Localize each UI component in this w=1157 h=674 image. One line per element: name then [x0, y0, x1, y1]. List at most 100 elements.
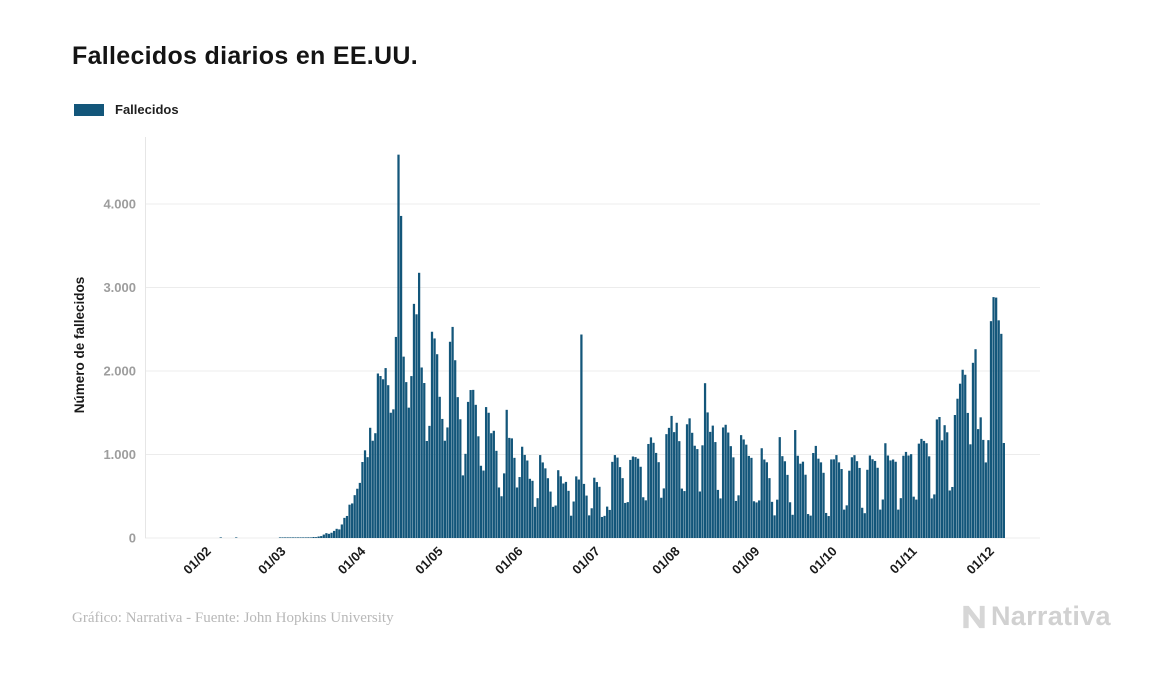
bar — [825, 512, 828, 538]
y-tick-label: 2.000 — [103, 364, 136, 379]
bar — [392, 409, 395, 538]
bar — [304, 537, 307, 538]
bar — [812, 453, 815, 538]
bar — [904, 451, 908, 538]
bar — [291, 537, 295, 538]
bar — [611, 461, 614, 538]
y-axis-title: Número de fallecidos — [72, 277, 87, 414]
bar — [809, 515, 812, 538]
x-tick-label: 01/07 — [569, 544, 603, 578]
bar — [745, 444, 748, 538]
bar — [966, 412, 969, 538]
bar — [845, 505, 848, 538]
bar — [827, 516, 830, 538]
bar — [894, 461, 897, 538]
bar — [855, 461, 859, 538]
bar — [631, 456, 635, 538]
bar — [626, 502, 629, 539]
bar — [685, 424, 689, 538]
bar — [642, 497, 645, 538]
bar — [696, 449, 699, 538]
bar — [482, 470, 485, 538]
bar — [768, 478, 771, 538]
bar — [474, 404, 477, 538]
bar — [840, 469, 843, 538]
bar — [402, 356, 405, 538]
bar — [997, 320, 1000, 538]
x-tick-label: 01/06 — [492, 544, 526, 578]
bar — [660, 497, 663, 538]
x-tick-label: 01/04 — [335, 543, 369, 577]
bar — [595, 482, 598, 539]
bar — [296, 537, 300, 538]
bar — [675, 422, 678, 538]
y-tick-label: 3.000 — [103, 280, 136, 295]
x-tick-label: 01/08 — [649, 544, 683, 578]
bar — [575, 476, 578, 538]
x-tick-label: 01/10 — [806, 544, 840, 578]
bar — [866, 469, 869, 538]
bar — [673, 432, 676, 538]
bar — [366, 457, 369, 538]
bar — [356, 488, 359, 539]
bar — [709, 431, 712, 538]
x-tick-label: 01/03 — [255, 544, 289, 578]
bar — [569, 515, 573, 538]
bar — [801, 461, 805, 538]
bar — [804, 474, 807, 538]
bar — [559, 476, 562, 538]
bar — [523, 454, 526, 538]
bar — [652, 442, 655, 538]
bar — [436, 354, 439, 538]
bar — [879, 509, 882, 538]
bar — [572, 501, 575, 538]
bar — [799, 463, 802, 538]
bar — [863, 513, 866, 538]
bar — [466, 401, 470, 538]
bar — [930, 498, 933, 538]
bar — [289, 537, 292, 538]
bar — [384, 368, 387, 538]
bar — [472, 389, 475, 538]
bar — [544, 468, 547, 538]
bar — [928, 456, 931, 538]
bar — [281, 537, 284, 538]
bar — [711, 425, 714, 538]
bar — [747, 455, 750, 538]
bar — [580, 334, 583, 538]
x-tick-label: 01/05 — [412, 544, 446, 578]
bar — [786, 474, 789, 538]
bar — [948, 490, 951, 538]
bar — [961, 369, 964, 538]
bar — [593, 477, 596, 538]
bar — [915, 499, 918, 538]
bar — [639, 466, 642, 538]
bar — [531, 480, 534, 538]
bar — [417, 272, 421, 538]
bar — [490, 433, 493, 538]
bar — [338, 529, 341, 538]
bar — [995, 297, 998, 538]
bar — [837, 462, 841, 538]
bar — [407, 407, 410, 538]
bar — [964, 374, 967, 538]
bar — [461, 475, 465, 539]
page-title: Fallecidos diarios en EE.UU. — [72, 42, 418, 70]
bar — [727, 432, 730, 538]
source-credit: Gráfico: Narrativa - Fuente: John Hopkin… — [72, 610, 394, 626]
bar — [732, 457, 735, 538]
bar — [680, 488, 683, 538]
bar — [557, 470, 560, 538]
bar — [585, 495, 588, 538]
bar — [1002, 442, 1005, 538]
bar — [765, 462, 768, 538]
bar — [567, 490, 570, 538]
x-tick-label: 01/12 — [963, 544, 997, 578]
bar — [454, 360, 457, 538]
bar — [889, 460, 892, 538]
bar — [693, 445, 696, 538]
bar — [294, 537, 297, 538]
bar — [848, 470, 851, 538]
bar — [933, 494, 936, 538]
